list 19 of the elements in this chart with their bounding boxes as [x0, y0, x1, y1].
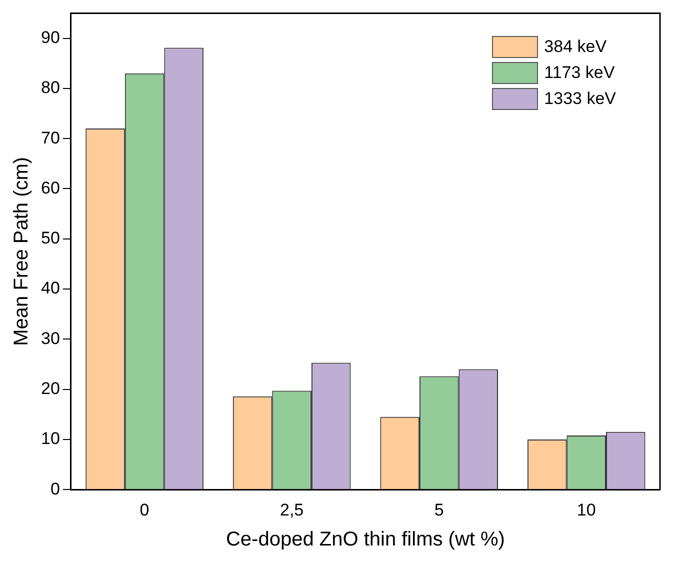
- y-tick-label: 20: [40, 378, 60, 398]
- y-tick-label: 80: [40, 78, 60, 98]
- y-tick-label: 0: [50, 479, 60, 498]
- y-tick-label: 10: [40, 429, 60, 448]
- x-tick-label: 2,5: [280, 500, 304, 520]
- y-tick-label: 60: [40, 178, 60, 198]
- legend-label: 384 keV: [544, 37, 607, 57]
- x-tick-label: 0: [140, 500, 150, 520]
- y-tick-label: 30: [40, 328, 60, 348]
- x-tick-label: 10: [576, 500, 596, 520]
- x-axis-title: Ce-doped ZnO thin films (wt %): [226, 528, 505, 551]
- y-tick-label: 90: [40, 28, 60, 47]
- y-tick-label: 40: [40, 278, 60, 298]
- y-axis-title: Mean Free Path (cm): [10, 156, 33, 346]
- legend-label: 1173 keV: [544, 63, 615, 83]
- legend-label: 1333 keV: [544, 89, 616, 109]
- y-tick-label: 70: [40, 128, 60, 148]
- y-tick-label: 50: [40, 228, 60, 248]
- x-tick-label: 5: [434, 500, 444, 520]
